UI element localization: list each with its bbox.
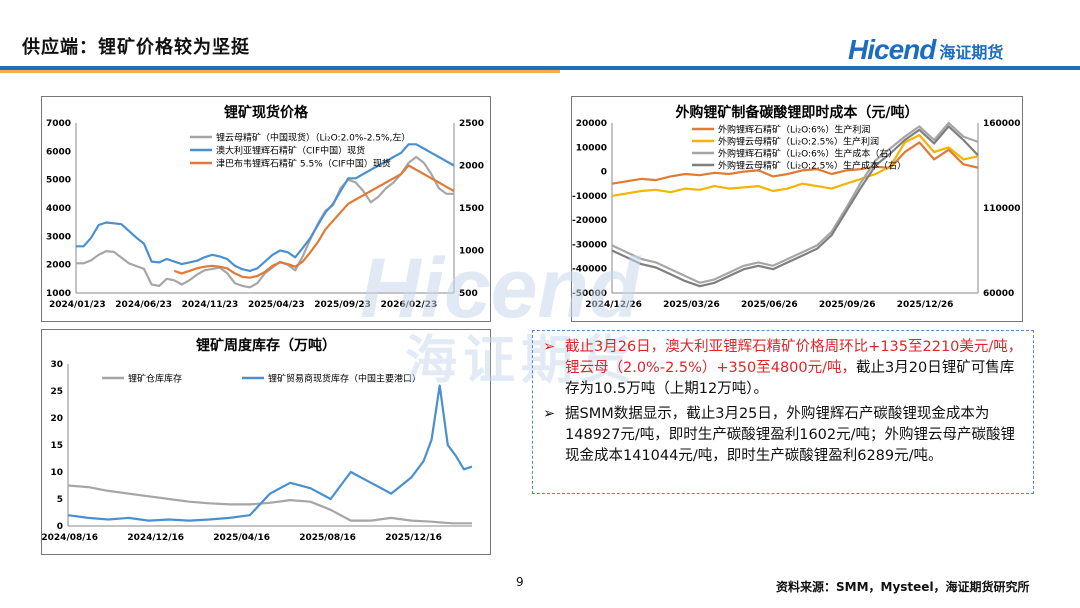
page-number: 9 <box>516 575 524 589</box>
chart-cost: 外购锂矿制备碳酸锂即时成本（元/吨） 2024/12/26 2025/03/26 20… <box>572 104 1021 310</box>
chart-inventory-panel: 锂矿周度库存（万吨） 2024/08/16 2024/12/16 2025/04/16… <box>41 329 491 555</box>
y-right-tick-label: 110000 <box>983 204 1021 214</box>
x-tick-label: 2025/12/16 <box>385 533 442 543</box>
y-tick-label: 4000 <box>46 204 71 214</box>
legend-label: 津巴布韦锂辉石精矿 5.5%（CIF中国）现货 <box>216 158 391 170</box>
summary-paragraph-2: ➢ 据SMM数据显示，截止3月25日，外购锂辉石产碳酸锂现金成本为148927元… <box>543 404 1023 467</box>
legend-label: 锂矿仓库库存 <box>128 373 182 385</box>
x-tick-label: 2024/12/16 <box>127 533 184 543</box>
x-tick-label: 2025/04/23 <box>248 300 305 310</box>
x-tick-label: 2025/08/16 <box>299 533 356 543</box>
x-tick-label: 2025/09/23 <box>314 300 371 310</box>
x-tick-label: 2026/02/23 <box>381 300 438 310</box>
y-tick-label: 1000 <box>46 289 71 299</box>
company-logo: Hicend 海证期货 <box>848 34 1003 66</box>
legend-label: 外购锂辉石精矿（Li₂O:6%）生产成本（右） <box>718 148 897 160</box>
x-tick-label: 2024/11/23 <box>182 300 239 310</box>
y-tick-label: 20 <box>50 414 63 424</box>
source-note: 资料来源：SMM，Mysteel，海证期货研究所 <box>776 580 1030 594</box>
y-tick-label: -50000 <box>572 289 607 299</box>
y-tick-label: -30000 <box>572 240 607 250</box>
y-tick-label: -20000 <box>572 216 607 226</box>
y-tick-label: 10 <box>50 468 63 478</box>
summary-text: 截止3月20日锂矿可售库存为10.5万吨（上期12万吨）。 <box>565 360 1015 397</box>
page-title: 供应端：锂矿价格较为坚挺 <box>22 37 250 58</box>
series-line-1 <box>611 133 979 197</box>
y-tick-label: 25 <box>50 387 63 397</box>
header-rule-blue <box>0 66 1080 70</box>
legend-label: 外购锂云母精矿（Li₂O:2.5%）生产利润 <box>718 136 879 148</box>
y-right-tick-label: 2000 <box>459 162 484 172</box>
y-right-tick-label: 500 <box>459 289 478 299</box>
series-line-2 <box>611 121 979 284</box>
y-tick-label: 0 <box>601 168 607 178</box>
x-tick-label: 2025/06/26 <box>741 300 798 310</box>
y-tick-label: 5 <box>57 495 63 505</box>
chart-inventory: 锂矿周度库存（万吨） 2024/08/16 2024/12/16 2025/04/16… <box>41 337 473 543</box>
y-tick-label: 7000 <box>46 119 71 129</box>
logo-text-cn: 海证期货 <box>939 43 1004 62</box>
y-tick-label: 0 <box>57 522 63 532</box>
series-line-0 <box>67 484 472 525</box>
y-tick-label: -10000 <box>572 192 607 202</box>
y-tick-label: -40000 <box>572 265 607 275</box>
y-tick-label: 15 <box>50 441 63 451</box>
summary-paragraph-1: ➢ 截止3月26日，澳大利亚锂辉石精矿价格周环比+135至2210美元/吨，锂云… <box>543 337 1023 400</box>
legend-label: 外购锂辉石精矿（Li₂O:6%）生产利润 <box>718 124 870 136</box>
series-line-1 <box>76 143 455 272</box>
series-line-2 <box>173 164 455 279</box>
x-tick-label: 2024/08/16 <box>42 533 98 543</box>
summary-highlight: 截止3月26日，澳大利亚锂辉石精矿价格周环比+135至2210美元/吨，锂云母（… <box>565 339 1023 376</box>
chart-title: 锂矿周度库存（万吨） <box>196 337 336 354</box>
y-right-tick-label: 2500 <box>459 119 484 129</box>
legend-label: 澳大利亚锂辉石精矿（CIF中国）现货 <box>216 145 365 157</box>
legend-label: 锂云母精矿（中国现货）（Li₂O:2.0%-2.5%,左） <box>216 132 410 144</box>
y-tick-label: 20000 <box>576 119 607 129</box>
series-line-0 <box>611 141 979 185</box>
x-tick-label: 2024/12/26 <box>585 300 642 310</box>
series-line-1 <box>67 384 473 522</box>
header-rule-gold <box>0 70 560 73</box>
y-tick-label: 5000 <box>46 176 71 186</box>
x-tick-label: 2024/01/23 <box>49 300 106 310</box>
logo-text-en: Hicend <box>848 34 936 65</box>
y-tick-label: 6000 <box>46 147 71 157</box>
x-tick-label: 2025/04/16 <box>213 533 270 543</box>
chart-spot-price: 锂矿现货价格 2024/01/23 2024/06/23 2024/11/23 2025… <box>46 104 484 310</box>
summary-text: 据SMM数据显示，截止3月25日，外购锂辉石产碳酸锂现金成本为148927元/吨… <box>565 406 1016 464</box>
x-tick-label: 2025/03/26 <box>663 300 720 310</box>
bullet-arrow-icon: ➢ <box>543 406 556 422</box>
chart-spot-price-panel: 锂矿现货价格 2024/01/23 2024/06/23 2024/11/23 2025… <box>41 96 491 322</box>
summary-textbox: ➢ 截止3月26日，澳大利亚锂辉石精矿价格周环比+135至2210美元/吨，锂云… <box>532 330 1034 494</box>
x-tick-label: 2025/12/26 <box>897 300 954 310</box>
y-right-tick-label: 1000 <box>459 247 484 257</box>
series-line-3 <box>611 125 979 288</box>
x-tick-label: 2024/06/23 <box>115 300 172 310</box>
y-tick-label: 10000 <box>576 143 607 153</box>
chart-title: 外购锂矿制备碳酸锂即时成本（元/吨） <box>675 104 918 121</box>
x-tick-label: 2025/09/26 <box>819 300 876 310</box>
chart-cost-panel: 外购锂矿制备碳酸锂即时成本（元/吨） 2024/12/26 2025/03/26 20… <box>571 96 1023 322</box>
legend-label: 锂矿贸易商现货库存（中国主要港口） <box>268 373 421 385</box>
chart-title: 锂矿现货价格 <box>224 104 309 121</box>
y-tick-label: 3000 <box>46 232 71 242</box>
y-tick-label: 30 <box>50 360 63 370</box>
bullet-arrow-icon: ➢ <box>543 339 556 355</box>
y-right-tick-label: 1500 <box>459 204 484 214</box>
legend-label: 外购锂云母精矿（Li₂O:2.5%）生产成本（右） <box>718 160 906 172</box>
y-right-tick-label: 160000 <box>983 119 1021 129</box>
y-tick-label: 2000 <box>46 261 71 271</box>
y-right-tick-label: 60000 <box>983 289 1014 299</box>
series-line-0 <box>76 155 454 289</box>
